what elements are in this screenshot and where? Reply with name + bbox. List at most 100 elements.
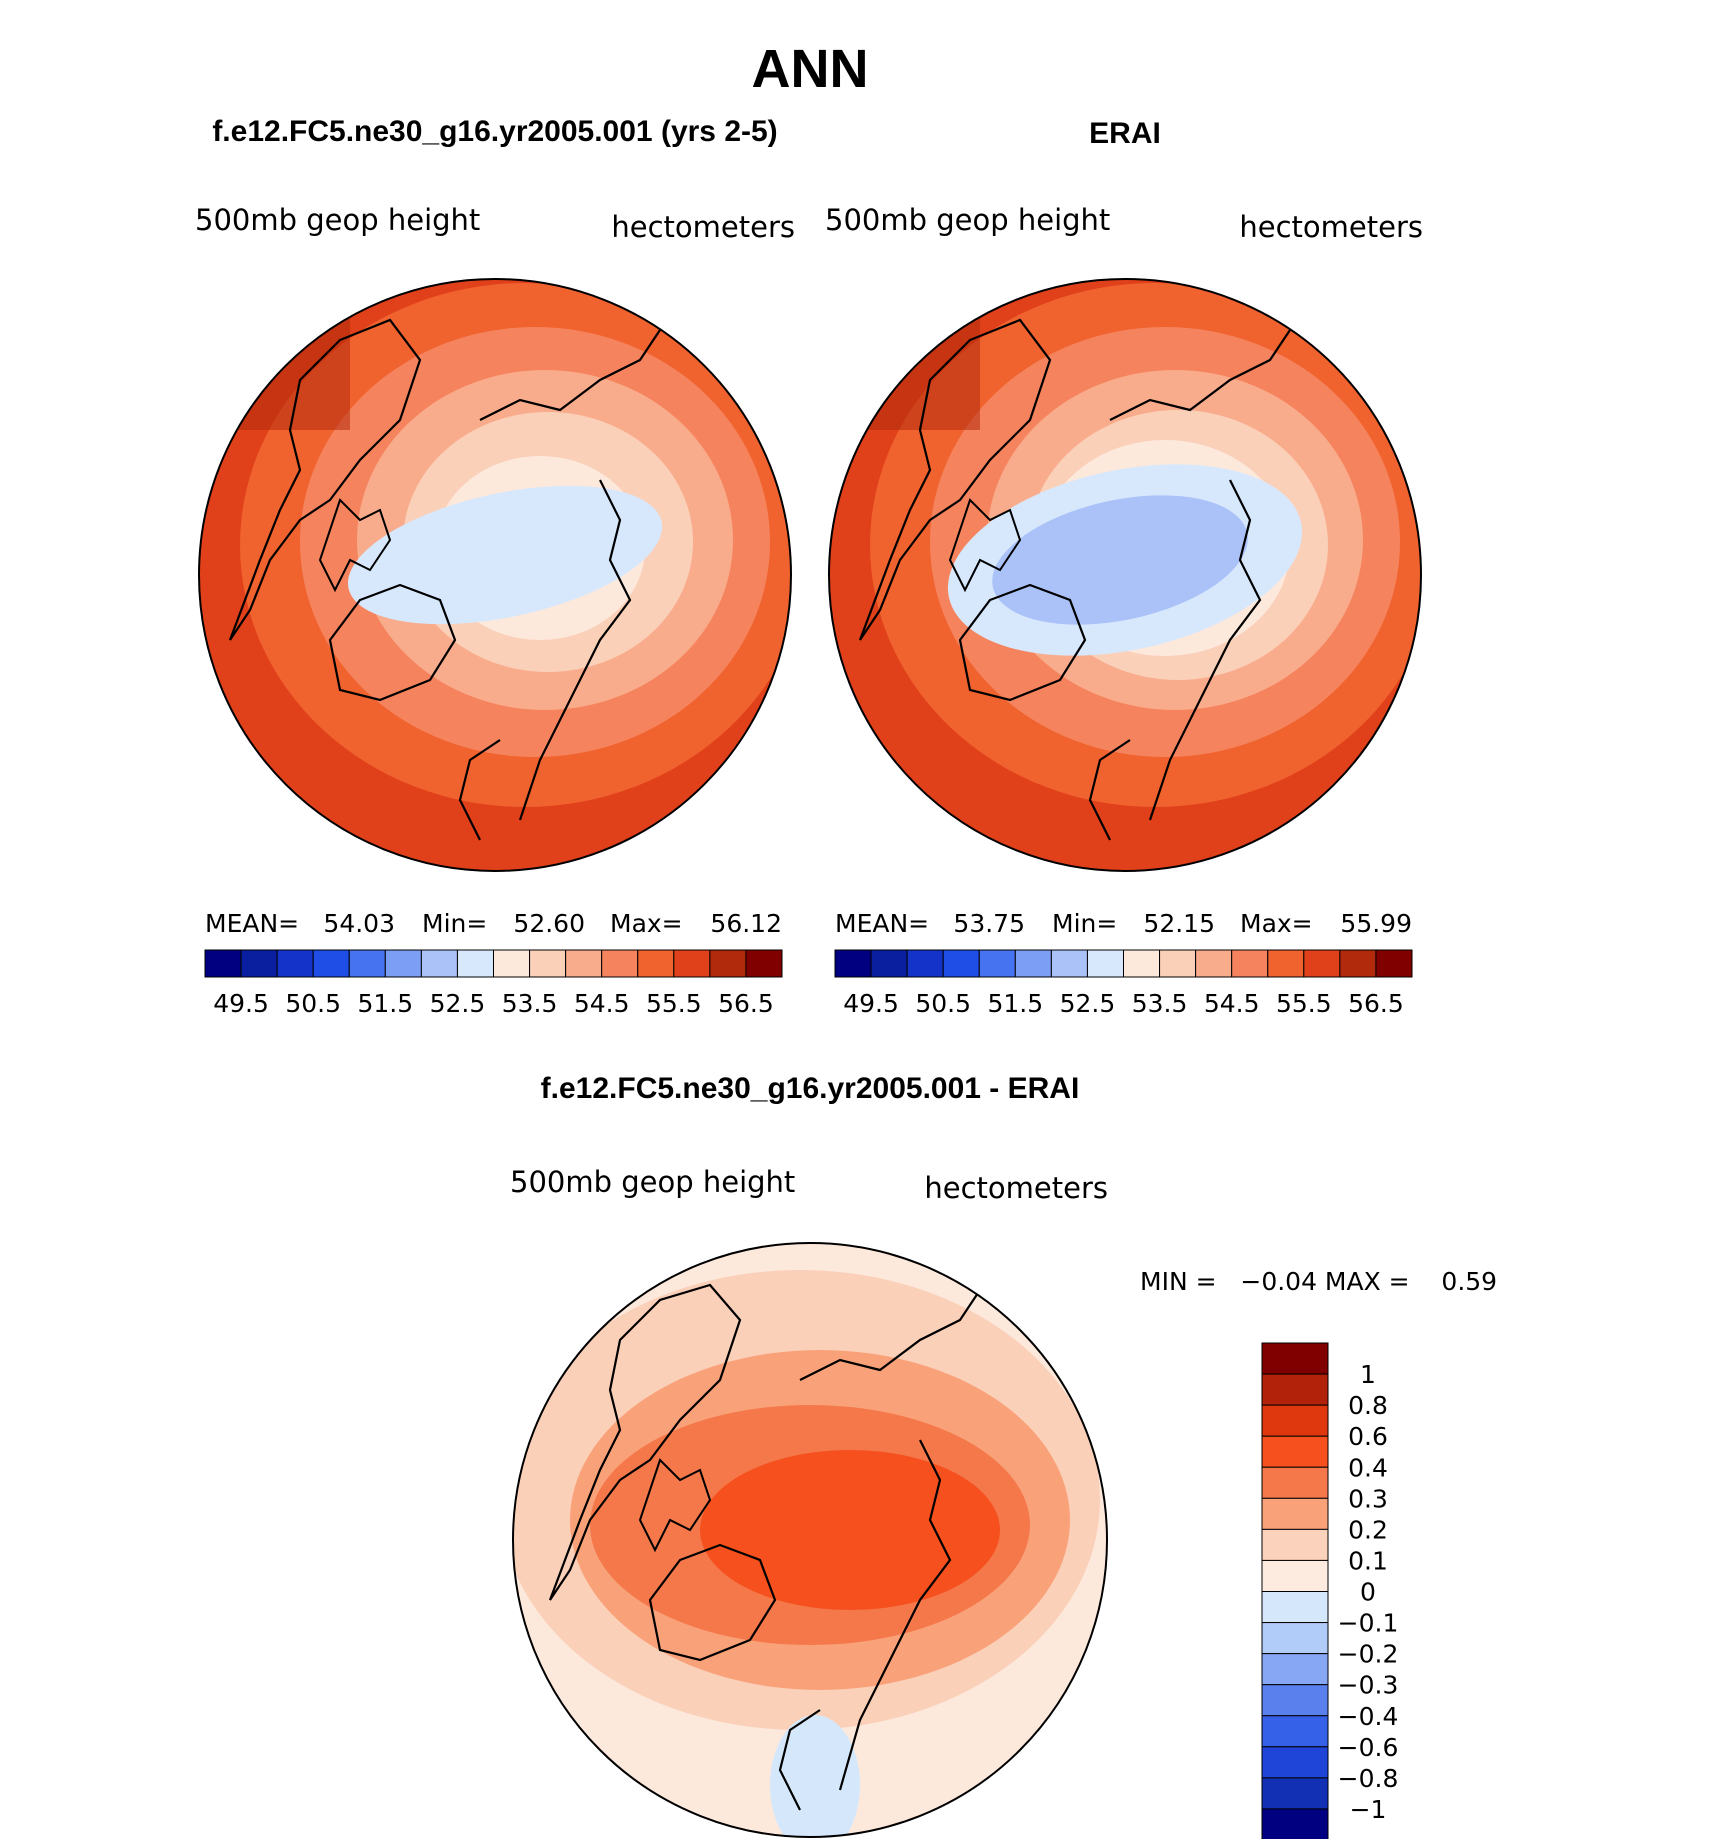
model-colorbar-swatch	[565, 949, 603, 978]
diff-colorbar-swatch	[1261, 1591, 1329, 1624]
obs-min-label: Min=	[1052, 909, 1117, 938]
obs-colorbar-swatch	[834, 949, 872, 978]
diff-coastline-archipelago	[638, 1458, 712, 1553]
obs-colorbar-swatch	[1303, 949, 1341, 978]
obs-colorbar-swatch	[1050, 949, 1088, 978]
diff-colorbar-swatch	[1261, 1466, 1329, 1499]
diff-colorbar-swatch	[1261, 1622, 1329, 1655]
model-max-label: Max=	[610, 909, 683, 938]
obs-coastline-archipelago	[948, 498, 1022, 593]
diff-colorbar-tick-label: 1	[1360, 1360, 1376, 1389]
obs-colorbar-tick-label: 49.5	[843, 989, 899, 1018]
obs-map-outline	[828, 278, 1422, 872]
model-colorbar-tick-label: 49.5	[213, 989, 269, 1018]
model-colorbar-swatch	[456, 949, 494, 978]
model-field-label: 500mb geop height	[195, 203, 480, 237]
model-map-outline	[198, 278, 792, 872]
diff-colorbar-swatch	[1261, 1715, 1329, 1748]
diff-colorbar-tick-label: 0.2	[1348, 1515, 1388, 1544]
model-colorbar-swatch	[276, 949, 314, 978]
model-colorbar-tick-label: 51.5	[357, 989, 413, 1018]
obs-mean-value: 53.75	[953, 909, 1025, 938]
obs-max-label: Max=	[1240, 909, 1313, 938]
model-mean-label: MEAN=	[205, 909, 299, 938]
obs-units-label: hectometers	[1239, 210, 1423, 244]
model-map	[199, 279, 791, 871]
obs-colorbar-tick-label: 54.5	[1204, 989, 1260, 1018]
diff-colorbar-swatch	[1261, 1497, 1329, 1530]
diff-colorbar-tick-label: 0.8	[1348, 1391, 1388, 1420]
model-field-corner-1	[199, 279, 350, 430]
obs-colorbar-tick-label: 56.5	[1348, 989, 1404, 1018]
diff-coastline-north-america	[548, 1283, 742, 1601]
obs-colorbar-swatch	[1267, 949, 1305, 978]
obs-colorbar: 49.5 50.5 51.5 52.5 53.5 54.5 55.5 56.5	[834, 949, 1413, 1018]
diff-colorbar-tick-label: 0.3	[1348, 1484, 1388, 1513]
obs-colorbar-tick-label: 51.5	[987, 989, 1043, 1018]
model-max-value: 56.12	[710, 909, 782, 938]
diff-colorbar-tick-label: −0.2	[1338, 1640, 1399, 1669]
obs-colorbar-swatch	[1195, 949, 1233, 978]
diff-colorbar-tick-label: −0.4	[1338, 1702, 1399, 1731]
model-coastline-greenland	[328, 583, 457, 702]
diff-colorbar-tick-label: −0.1	[1338, 1609, 1399, 1638]
obs-coastline-greenland	[958, 583, 1087, 702]
diff-minmax: MIN = −0.04 MAX = 0.59	[1140, 1267, 1497, 1296]
diff-colorbar-tick-label: −0.6	[1338, 1733, 1399, 1762]
obs-colorbar-swatch	[1086, 949, 1124, 978]
model-colorbar-swatch	[312, 949, 350, 978]
model-colorbar-swatch	[709, 949, 747, 978]
obs-colorbar-swatch	[1014, 949, 1052, 978]
obs-panel-title: ERAI	[1089, 117, 1161, 150]
obs-colorbar-swatch	[906, 949, 944, 978]
diff-colorbar-tick-label: 0.4	[1348, 1453, 1388, 1482]
diff-field-band-5	[770, 1715, 860, 1837]
model-colorbar-swatch	[240, 949, 278, 978]
model-colorbar-swatch	[637, 949, 675, 978]
obs-colorbar-swatch	[870, 949, 908, 978]
model-colorbar-swatch	[673, 949, 711, 978]
diff-field-label: 500mb geop height	[510, 1165, 795, 1199]
diff-panel: f.e12.FC5.ne30_g16.yr2005.001 - ERAI 500…	[510, 1072, 1497, 1841]
main-title: ANN	[752, 39, 869, 99]
obs-coastline-north-america	[858, 318, 1052, 641]
obs-max-value: 55.99	[1340, 909, 1412, 938]
obs-mean-label: MEAN=	[835, 909, 929, 938]
diff-colorbar-tick-label: 0.6	[1348, 1422, 1388, 1451]
diff-colorbar-swatch	[1261, 1528, 1329, 1561]
obs-colorbar-swatch	[1123, 949, 1161, 978]
obs-field-corner-1	[829, 279, 980, 430]
diff-colorbar-swatch	[1261, 1373, 1329, 1406]
diff-units-label: hectometers	[924, 1171, 1108, 1205]
diff-colorbar-tick-label: −0.8	[1338, 1764, 1399, 1793]
obs-field-label: 500mb geop height	[825, 203, 1110, 237]
diff-map-outline	[512, 1242, 1108, 1838]
model-panel: f.e12.FC5.ne30_g16.yr2005.001 (yrs 2-5) …	[195, 115, 795, 1018]
diff-colorbar-tick-label: 0	[1360, 1578, 1376, 1607]
obs-colorbar-swatch	[1231, 949, 1269, 978]
model-coastline-archipelago	[318, 498, 392, 593]
model-colorbar-tick-label: 56.5	[718, 989, 774, 1018]
diff-colorbar: 10.80.60.40.30.20.1 0−0.1−0.2−0.3−0.4−0.6…	[1261, 1342, 1399, 1841]
diff-colorbar-swatch	[1261, 1435, 1329, 1468]
diff-panel-title: f.e12.FC5.ne30_g16.yr2005.001 - ERAI	[541, 1072, 1080, 1105]
obs-panel: ERAI 500mb geop height hectometers MEAN=…	[825, 117, 1423, 1018]
diff-colorbar-swatch	[1261, 1746, 1329, 1779]
diff-colorbar-tick-label: 0.1	[1348, 1546, 1388, 1575]
diff-map	[513, 1243, 1107, 1837]
obs-map	[829, 279, 1421, 871]
model-field-band-6	[347, 485, 663, 625]
diff-colorbar-tick-label: −1	[1350, 1795, 1387, 1824]
model-colorbar-tick-label: 53.5	[502, 989, 558, 1018]
model-colorbar-tick-label: 55.5	[646, 989, 702, 1018]
model-units-label: hectometers	[611, 210, 795, 244]
diff-field-band-4	[700, 1450, 1000, 1610]
model-colorbar-swatch	[348, 949, 386, 978]
obs-colorbar-swatch	[978, 949, 1016, 978]
diff-colorbar-swatch	[1261, 1653, 1329, 1686]
obs-field-band-7	[992, 495, 1248, 625]
model-min-label: Min=	[422, 909, 487, 938]
model-panel-title: f.e12.FC5.ne30_g16.yr2005.001 (yrs 2-5)	[212, 115, 777, 148]
obs-colorbar-swatch	[1375, 949, 1413, 978]
